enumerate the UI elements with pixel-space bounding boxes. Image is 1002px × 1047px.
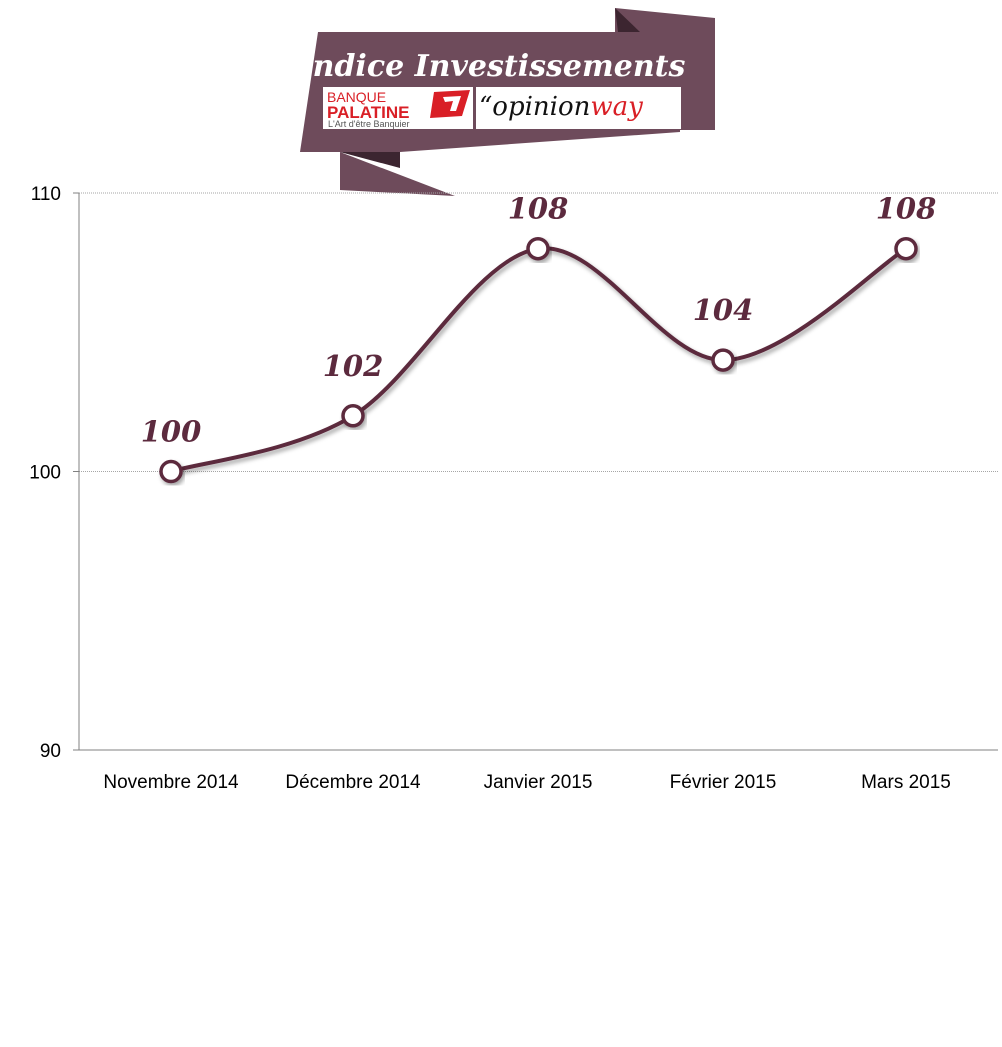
logo-way: way [590,92,643,122]
opinionway-logo: “opinionway [476,87,681,129]
banner-title: Indice Investissements [298,49,686,84]
banner-fold-right [615,8,640,32]
plot-area: 90 100 110 Novembre 2014 Décembre 2014 Janvie… [29,184,998,793]
logo-opinionway-text: “opinionway [479,92,643,122]
data-label: 100 [141,415,202,449]
data-label: 108 [876,192,937,226]
data-point [341,404,365,428]
banner-tail-left [340,152,455,196]
data-label: 108 [508,192,569,226]
data-point [894,236,918,261]
y-tick-label: 90 [40,741,61,762]
banner: Indice Investissements BANQUE PALATINE L… [298,8,715,196]
logo-tagline-text: L'Art d'être Banquier [328,119,409,129]
data-point [526,236,550,261]
banner-fold-left [340,152,400,168]
logo-banque-text: BANQUE [327,89,386,105]
y-tick-label: 110 [31,184,61,205]
logo-quote: “ [479,92,492,122]
data-label: 104 [693,293,754,327]
logo-palatine-text: PALATINE [327,103,409,122]
x-tick-label: Décembre 2014 [285,772,421,793]
x-tick-label: Janvier 2015 [484,772,593,793]
data-label: 102 [323,349,384,383]
data-point [159,459,183,484]
logo-opinion: opinion [492,92,590,122]
data-point [711,348,735,372]
series-line [170,246,908,474]
banque-palatine-logo: BANQUE PALATINE L'Art d'être Banquier [323,87,473,129]
y-tick-label: 100 [29,463,61,484]
x-tick-label: Mars 2015 [861,772,951,793]
x-tick-label: Février 2015 [670,772,777,793]
x-tick-label: Novembre 2014 [103,772,239,793]
